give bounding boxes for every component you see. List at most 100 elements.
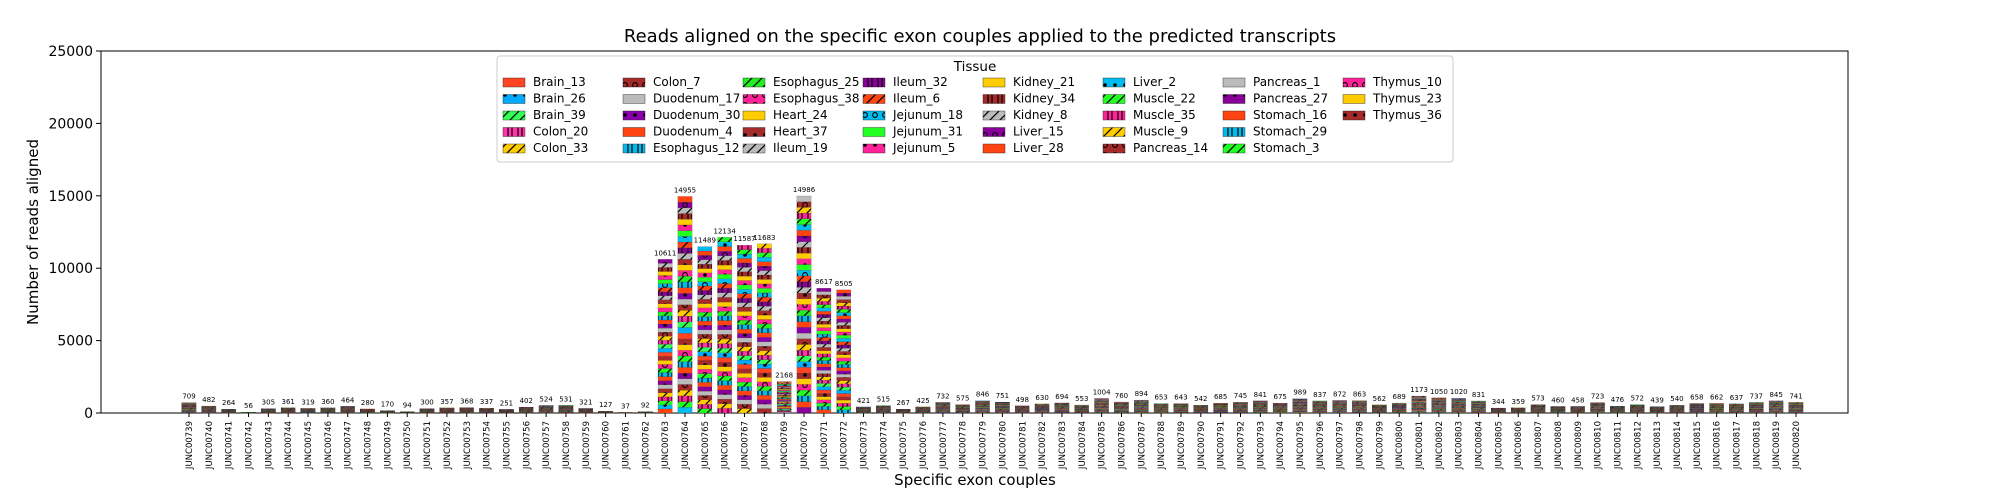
x-tick-label: JUNC00778	[959, 421, 969, 470]
bar-segment	[677, 390, 693, 396]
y-tick-label: 5000	[57, 334, 93, 350]
x-tick-label: JUNC00790	[1197, 421, 1207, 470]
bar-segment	[717, 362, 732, 367]
y-tick-label: 10000	[48, 261, 93, 277]
x-tick-label: JUNC00775	[899, 421, 909, 470]
legend: Tissue Brain_13 Brain_26 Brain_39 Colon_20 C…	[496, 55, 1454, 163]
x-tick-label: JUNC00816	[1713, 421, 1723, 470]
legend-item: Stomach_3	[1222, 141, 1320, 155]
legend-swatch	[622, 143, 646, 154]
bar-segment	[677, 367, 693, 374]
bar-segment	[657, 287, 673, 292]
legend-swatch	[742, 110, 766, 121]
bar-segment	[657, 259, 673, 264]
bar-segment	[717, 255, 732, 261]
bar-segment	[836, 351, 851, 355]
bar-stack	[241, 412, 256, 414]
x-tick-label: JUNC00739	[185, 421, 195, 470]
x-tick-label: JUNC00782	[1038, 421, 1048, 470]
bar-segment	[836, 335, 851, 339]
bar-total-label: 2168	[775, 372, 793, 380]
bar-total-label: 1050	[1430, 388, 1448, 396]
legend-swatch	[862, 127, 886, 137]
bar-segment	[657, 340, 673, 345]
legend-swatch	[502, 143, 526, 154]
x-tick-label: JUNC00753	[463, 421, 473, 470]
legend-frame	[496, 55, 1454, 163]
bar-total-label: 439	[1650, 397, 1663, 405]
bar-stack	[1015, 405, 1030, 414]
legend-item: Kidney_21	[982, 75, 1075, 89]
bar-stack	[538, 405, 554, 414]
bar-segment	[757, 341, 772, 347]
bar-segment	[757, 381, 772, 387]
bar-segment	[737, 373, 752, 378]
bar-segment	[717, 380, 732, 386]
x-tick-label: JUNC00754	[483, 421, 493, 470]
bar-segment	[816, 403, 832, 407]
bar-segment	[737, 284, 752, 290]
legend-item: Thymus_23	[1342, 92, 1442, 106]
legend-label: Brain_13	[533, 75, 586, 89]
bar-segment	[697, 334, 713, 339]
legend-label: Esophagus_38	[773, 92, 860, 106]
bar-segment	[816, 357, 832, 361]
bar-segment	[677, 196, 693, 203]
x-tick-label: JUNC00750	[403, 421, 413, 470]
bar-segment	[697, 312, 713, 317]
bar-segment	[757, 292, 772, 298]
bar-segment	[657, 352, 673, 357]
bar-segment	[737, 253, 752, 259]
bar-segment	[657, 307, 673, 312]
legend-swatch	[1222, 110, 1246, 121]
bar-total-label: 359	[1512, 398, 1525, 406]
bar-total-label: 562	[1373, 395, 1386, 403]
bar-stack	[201, 405, 217, 414]
x-tick-label: JUNC00759	[582, 421, 592, 470]
bar-stack	[181, 402, 197, 414]
legend-label: Colon_33	[533, 141, 588, 155]
bar-segment	[836, 409, 851, 414]
bar-total-label: 643	[1174, 394, 1187, 402]
bar-total-label: 10611	[654, 249, 676, 257]
bar-segment	[677, 230, 693, 237]
bar-stack	[1431, 397, 1447, 414]
bar-segment	[697, 246, 713, 252]
bar-stack	[856, 406, 871, 414]
bar-total-label: 464	[341, 396, 355, 404]
bar-stack	[558, 405, 574, 414]
bar-segment	[757, 363, 772, 369]
legend-swatch	[982, 94, 1006, 104]
x-tick-label: JUNC00805	[1494, 421, 1504, 470]
bar-segment	[776, 384, 792, 386]
bar-segment	[816, 317, 832, 322]
bar-stack	[1511, 407, 1526, 414]
bar-segment	[737, 395, 752, 400]
bar-stack	[1094, 398, 1109, 414]
bar-segment	[757, 314, 772, 320]
bar-segment	[717, 292, 732, 298]
bar-stack	[638, 411, 653, 414]
legend-swatch	[1342, 77, 1366, 88]
bar-total-label: 1020	[1450, 388, 1468, 396]
bar-segment	[677, 293, 693, 300]
y-axis-label: Number of reads aligned	[24, 139, 42, 325]
bar-stack	[757, 243, 772, 414]
legend-swatch	[1342, 94, 1366, 104]
bar-segment	[677, 298, 693, 305]
legend-swatch	[622, 127, 646, 137]
bar-total-label: 264	[222, 399, 236, 407]
legend-item: Ileum_6	[862, 92, 940, 106]
x-tick-label: JUNC00796	[1316, 421, 1326, 470]
x-tick-label: JUNC00757	[542, 421, 552, 470]
bar-total-label: 127	[599, 401, 612, 409]
bar-stack	[995, 402, 1010, 414]
bar-segment	[776, 388, 792, 390]
legend-item: Liver_2	[1102, 75, 1176, 89]
x-tick-label: JUNC00789	[1177, 421, 1187, 470]
bar-segment	[776, 382, 792, 384]
x-tick-label: JUNC00761	[621, 421, 631, 470]
bar-segment	[717, 301, 732, 307]
bar-stack	[816, 288, 832, 414]
legend-label: Colon_7	[653, 75, 701, 89]
